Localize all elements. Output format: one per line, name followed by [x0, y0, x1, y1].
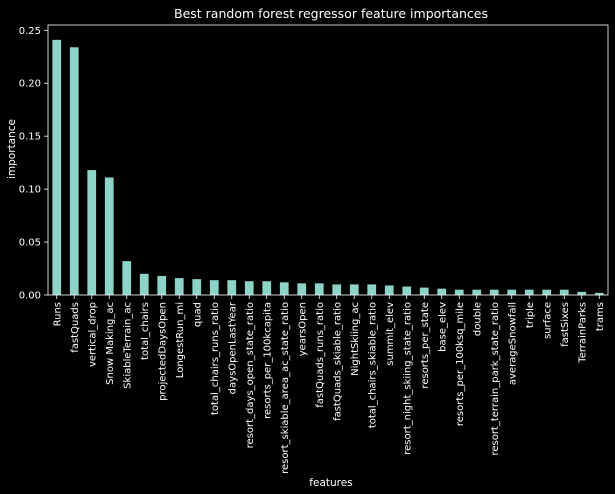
bar [489, 289, 499, 295]
x-tick-label: yearsOpen [297, 302, 308, 356]
bar [367, 284, 377, 295]
y-tick-label: 0.05 [19, 238, 41, 249]
x-tick-label: resort_days_open_state_ratio [245, 302, 256, 448]
bar [384, 285, 394, 295]
x-tick-label: NightSkiing_ac [350, 302, 361, 376]
bar [87, 170, 97, 295]
y-tick-label: 0.10 [19, 185, 41, 196]
plot-frame [47, 24, 609, 296]
bar [244, 281, 254, 295]
x-tick-label: total_chairs_runs_ratio [210, 302, 221, 415]
x-tick-label: resort_skiable_area_ac_state_ratio [280, 302, 291, 474]
bar [332, 284, 342, 295]
bar [402, 286, 412, 295]
x-tick-label: total_chairs [140, 302, 151, 360]
y-tick-label: 0.15 [19, 132, 41, 143]
x-tick-label: vertical_drop [87, 302, 98, 367]
bar [454, 289, 464, 295]
bar [122, 261, 132, 295]
bar [104, 177, 114, 295]
bar [192, 279, 202, 295]
x-tick-label: SkiableTerrain_ac [122, 302, 133, 389]
bar [349, 284, 359, 295]
bar [542, 289, 552, 295]
chart-title: Best random forest regressor feature imp… [174, 6, 488, 21]
bar [209, 280, 219, 295]
x-tick-label: total_chairs_skiable_ratio [367, 302, 378, 428]
x-tick-label: resort_terrain_park_state_ratio [490, 302, 501, 456]
plot-area: 0.00 0.05 0.10 0.15 0.20 0.25 Runs fastQuads ver… [19, 24, 609, 474]
bar [437, 288, 447, 295]
bar [262, 281, 272, 295]
bar [157, 275, 167, 295]
x-tick-label: Snow Making_ac [105, 302, 116, 385]
x-tick-label: fastQuads_runs_ratio [315, 302, 326, 408]
bar [279, 282, 289, 295]
bar [297, 283, 307, 295]
y-tick-label: 0.25 [19, 26, 41, 37]
bar [227, 280, 237, 295]
bar [594, 292, 604, 295]
bar [559, 289, 569, 295]
bar [139, 273, 149, 295]
x-tick-label: double [472, 302, 483, 336]
bar [472, 289, 482, 295]
y-axis-label: importance [6, 119, 18, 179]
x-tick-label: Runs [52, 302, 63, 326]
x-tick-label: fastSixes [560, 302, 571, 347]
bar [314, 283, 324, 295]
x-tick-label: quad [192, 302, 203, 327]
x-tick-label: fastQuads_skiable_ratio [332, 302, 343, 421]
x-tick-label: projectedDaysOpen [157, 302, 168, 401]
bar [524, 289, 534, 295]
bar [577, 291, 587, 295]
x-tick-label: summit_elev [385, 302, 396, 366]
bar [419, 287, 429, 295]
x-tick-label: LongestRun_mi [175, 302, 186, 378]
x-tick-label: resort_night_skiing_state_ratio [402, 302, 413, 455]
x-tick-label: daysOpenLastYear [227, 301, 238, 394]
x-tick-label: trams [595, 302, 606, 331]
x-tick-label: resorts_per_100kcapita [262, 302, 273, 419]
x-tick-label: averageSnowfall [507, 302, 518, 385]
bar [507, 289, 517, 295]
bar [174, 278, 184, 295]
y-tick-label: 0.20 [19, 79, 41, 90]
x-tick-label: resorts_per_state [420, 302, 431, 389]
x-tick-label: surface [542, 302, 553, 339]
x-tick-label: TerrainParks [577, 302, 588, 364]
y-tick-label: 0.00 [19, 291, 41, 302]
x-tick-label: triple [525, 302, 536, 328]
x-tick-label: resorts_per_100ksq_mile [455, 302, 466, 426]
x-tick-label: base_elev [437, 302, 448, 352]
x-tick-label: fastQuads [70, 302, 81, 353]
x-axis-label: features [309, 477, 352, 489]
bar [52, 39, 62, 295]
bar [69, 47, 79, 296]
